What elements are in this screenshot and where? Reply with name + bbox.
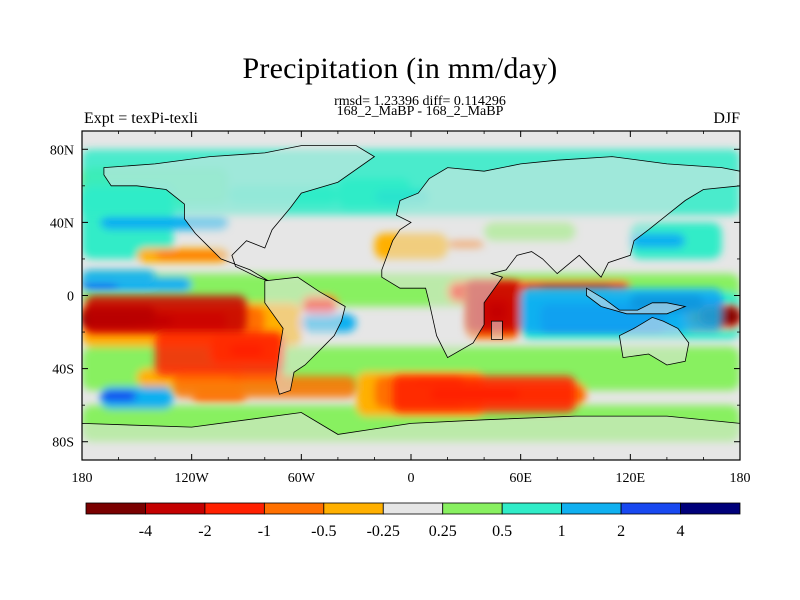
colorbar-swatch — [263, 502, 325, 515]
season-label: DJF — [713, 110, 740, 127]
colorbar-label: 0.5 — [492, 523, 512, 540]
colorbar-label: -4 — [139, 523, 152, 540]
data-region — [392, 375, 576, 413]
y-tick-label: 40N — [50, 216, 74, 231]
chart-title: Precipitation (in mm/day) — [242, 52, 558, 85]
data-region — [155, 332, 284, 376]
x-tick-label: 0 — [408, 471, 415, 486]
landmass-outline — [82, 412, 740, 460]
colorbar-swatch — [680, 502, 741, 515]
colorbar-label: 0.25 — [429, 523, 457, 540]
colorbar-swatch — [145, 502, 206, 515]
colorbar-swatch — [561, 502, 622, 515]
colorbar-label: -0.5 — [311, 523, 336, 540]
landmass-outline — [618, 316, 690, 366]
x-tick-label: 120E — [616, 471, 646, 486]
y-tick-label: 0 — [67, 290, 74, 305]
y-tick-label: 80N — [50, 143, 74, 158]
comparison-subtitle: 168_2_MaBP - 168_2_MaBP — [336, 104, 504, 119]
coastlines — [82, 145, 740, 460]
colorbar: -4 -2 -1 -0.5 -0.25 0.25 0.5 1 2 4 — [85, 502, 741, 540]
axis-ticks: 180 120W 60W 0 60E 120E 180 80N 40N 0 40S 80S — [50, 131, 751, 486]
landmass-outline — [103, 145, 376, 282]
field-blob — [630, 233, 686, 248]
colorbar-swatch — [501, 502, 563, 515]
x-tick-label: 60W — [288, 471, 316, 486]
field-blob — [100, 390, 137, 402]
colorbar-swatch — [620, 502, 681, 515]
x-tick-label: 180 — [730, 471, 751, 486]
y-tick-label: 80S — [52, 436, 74, 451]
colorbar-label: 2 — [617, 523, 625, 540]
data-region — [173, 375, 357, 398]
landmass-outline — [586, 287, 687, 315]
colorbar-swatch — [204, 502, 265, 515]
experiment-label: Expt = texPi-texli — [84, 110, 198, 127]
y-tick-label: 40S — [52, 363, 74, 378]
colorbar-label: 4 — [677, 523, 685, 540]
landmass-outline — [490, 320, 503, 340]
x-tick-label: 60E — [509, 471, 532, 486]
colorbar-swatch — [85, 502, 146, 515]
colorbar-swatch — [323, 502, 384, 515]
colorbar-swatch — [382, 502, 444, 515]
colorbar-label: -0.25 — [367, 523, 400, 540]
landmass-outline — [381, 156, 740, 359]
colorbar-label: 1 — [558, 523, 566, 540]
colorbar-label: -1 — [258, 523, 271, 540]
data-region — [85, 295, 247, 333]
colorbar-label: -2 — [198, 523, 211, 540]
field-blob — [155, 251, 229, 259]
data-region — [82, 269, 156, 285]
stats-subtitle: rmsd= 1.23396 diff= 0.114296 — [334, 94, 506, 109]
landmass-outline — [264, 276, 346, 395]
colorbar-swatch — [442, 502, 503, 515]
x-tick-label: 180 — [72, 471, 93, 486]
x-tick-label: 120W — [175, 471, 210, 486]
